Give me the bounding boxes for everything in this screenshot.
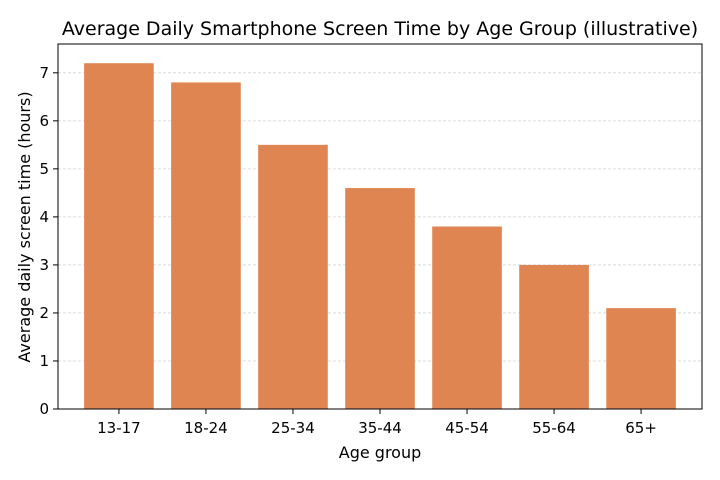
bar-65+ — [606, 308, 676, 409]
bar-13-17 — [84, 63, 154, 410]
x-tick-label: 18-24 — [184, 419, 228, 437]
y-tick-label: 5 — [39, 160, 49, 178]
x-tick-label: 25-34 — [271, 419, 315, 437]
chart-title: Average Daily Smartphone Screen Time by … — [62, 18, 698, 40]
x-tick-label: 65+ — [625, 419, 657, 437]
y-tick-label: 3 — [39, 256, 49, 274]
y-tick-label: 7 — [39, 64, 49, 82]
y-tick-label: 2 — [39, 304, 49, 322]
bar-18-24 — [171, 82, 241, 409]
x-tick-label: 55-64 — [532, 419, 576, 437]
bar-45-54 — [432, 226, 502, 409]
x-tick-label: 45-54 — [445, 419, 489, 437]
y-tick-label: 0 — [39, 400, 49, 418]
x-ticks: 13-17 18-24 25-34 35-44 45-54 55-64 65+ — [97, 409, 657, 437]
x-axis-label: Age group — [339, 443, 422, 462]
y-tick-label: 6 — [39, 112, 49, 130]
bars — [84, 63, 676, 410]
bar-55-64 — [519, 264, 589, 409]
y-tick-label: 1 — [39, 352, 49, 370]
x-tick-label: 13-17 — [97, 419, 141, 437]
y-tick-label: 4 — [39, 208, 49, 226]
y-ticks: 0 1 2 3 4 5 6 7 — [39, 64, 58, 418]
x-tick-label: 35-44 — [358, 419, 402, 437]
bar-25-34 — [258, 144, 328, 409]
bar-35-44 — [345, 188, 415, 409]
y-axis-label: Average daily screen time (hours) — [15, 91, 34, 362]
